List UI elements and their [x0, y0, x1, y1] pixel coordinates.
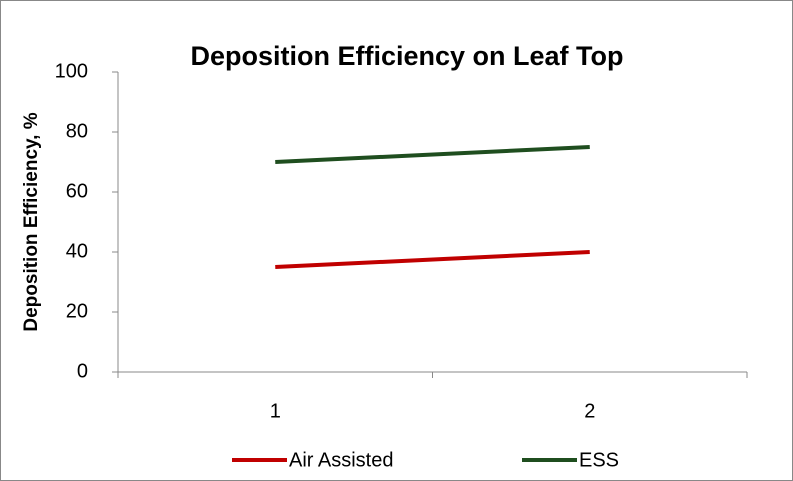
y-tick-label: 60 — [66, 180, 88, 202]
y-axis-label: Deposition Efficiency, % — [21, 112, 42, 331]
chart-title: Deposition Efficiency on Leaf Top — [190, 41, 623, 71]
series-line — [275, 250, 590, 269]
y-tick-label: 100 — [55, 60, 88, 82]
y-tick-label: 40 — [66, 240, 88, 262]
legend-label: ESS — [579, 449, 619, 471]
legend-label: Air Assisted — [289, 449, 393, 471]
series-line — [275, 145, 590, 164]
x-tick-label: 2 — [584, 400, 595, 422]
x-tick-label: 1 — [270, 400, 281, 422]
y-tick-label: 0 — [77, 360, 88, 382]
y-tick-label: 80 — [66, 120, 88, 142]
y-tick-label: 20 — [66, 300, 88, 322]
